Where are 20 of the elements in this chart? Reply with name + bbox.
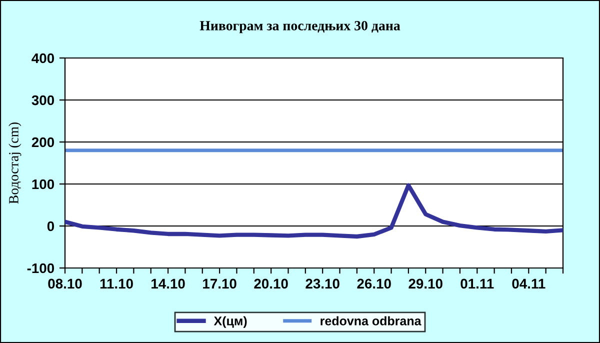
y-axis-title: Водостај (cm) [8, 122, 22, 204]
y-tick-label: 200 [32, 137, 54, 148]
x-tick-label: 23.10 [306, 278, 340, 289]
y-tick-label: 100 [32, 179, 54, 190]
chart-title: Нивограм за последњих 30 дана [200, 20, 400, 34]
y-tick-label: 300 [32, 95, 54, 106]
legend-label: X(цм) [214, 316, 247, 328]
x-tick-label: 14.10 [152, 278, 185, 289]
x-tick-label: 26.10 [357, 278, 391, 289]
x-tick-label: 29.10 [408, 278, 442, 289]
y-tick-label: 0 [47, 221, 54, 232]
legend-label: redovna odbrana [320, 316, 422, 326]
x-tick-label: 20.10 [254, 278, 288, 289]
x-tick-label: 17.10 [203, 278, 236, 289]
x-tick-label: 01.11 [460, 278, 494, 289]
y-tick-label: -100 [27, 263, 54, 274]
x-tick-label: 04.11 [512, 278, 546, 289]
y-tick-label: 400 [32, 53, 54, 64]
x-tick-label: 08.10 [48, 278, 82, 289]
x-tick-label: 11.10 [100, 278, 133, 289]
